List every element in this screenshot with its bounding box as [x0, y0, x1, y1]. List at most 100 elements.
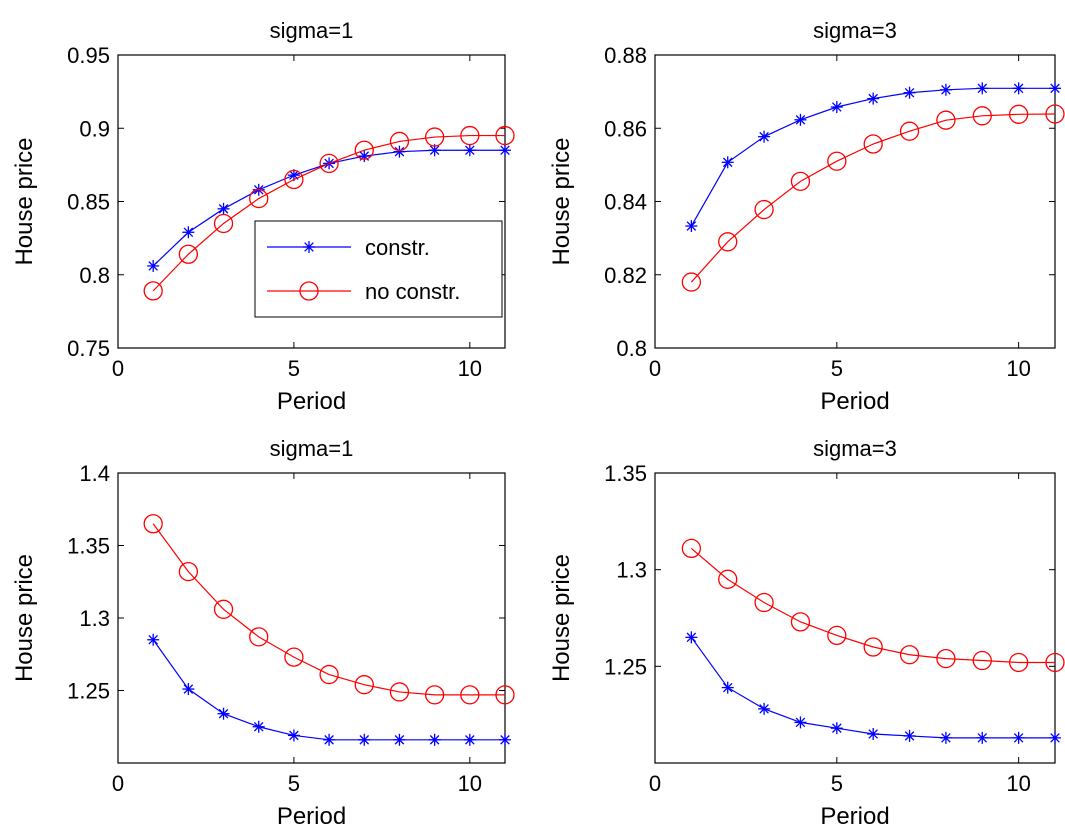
- y-tick-label: 0.95: [67, 43, 110, 68]
- asterisk-marker: [358, 733, 371, 746]
- circle-marker: [754, 592, 774, 613]
- y-tick-label: 1.35: [67, 534, 110, 559]
- y-tick-label: 0.86: [604, 116, 647, 141]
- asterisk-marker: [758, 702, 771, 715]
- asterisk-marker: [303, 241, 315, 253]
- y-axis-label: House price: [548, 554, 575, 682]
- series-constr: [685, 82, 1061, 233]
- asterisk-marker: [1049, 82, 1061, 95]
- circle-marker: [213, 213, 234, 234]
- y-tick-label: 0.8: [616, 336, 647, 361]
- asterisk-marker: [830, 722, 843, 735]
- circle-marker: [354, 675, 374, 695]
- circle-marker: [754, 199, 774, 220]
- circle-marker: [389, 682, 410, 702]
- asterisk-marker: [867, 92, 880, 105]
- circle-marker: [284, 647, 304, 667]
- legend-label: no constr.: [365, 279, 460, 304]
- x-tick-label: 5: [831, 356, 843, 381]
- series-line: [152, 523, 505, 696]
- circle-marker: [249, 188, 269, 209]
- y-tick-label: 0.82: [604, 263, 647, 288]
- legend-box: [254, 220, 503, 318]
- asterisk-marker: [147, 633, 160, 646]
- x-tick-label: 5: [831, 771, 843, 796]
- x-tick-label: 10: [1006, 356, 1030, 381]
- asterisk-marker: [830, 101, 843, 114]
- x-axis-label: Period: [820, 388, 889, 415]
- y-tick-label: 1.25: [604, 654, 647, 679]
- series-line: [690, 113, 1056, 283]
- y-tick-label: 0.84: [604, 190, 647, 215]
- asterisk-marker: [1049, 731, 1061, 744]
- x-tick-label: 5: [288, 356, 300, 381]
- asterisk-marker: [252, 720, 265, 733]
- x-tick-label: 10: [458, 356, 482, 381]
- circle-marker: [718, 569, 738, 589]
- circle-marker: [681, 272, 702, 292]
- asterisk-marker: [499, 144, 511, 157]
- asterisk-marker: [1012, 731, 1025, 744]
- subplot-2: sigma=3 0 5 10 0.8 0.82 0.84 0.86 0.88 Period Hous…: [548, 18, 1065, 415]
- y-axis-label: House price: [11, 554, 38, 682]
- circle-marker: [863, 134, 883, 154]
- asterisk-marker: [758, 130, 771, 143]
- series-constr: [147, 633, 511, 746]
- circle-marker: [143, 514, 163, 534]
- asterisk-marker: [182, 226, 195, 239]
- circle-marker: [972, 106, 992, 126]
- asterisk-marker: [217, 202, 230, 215]
- asterisk-marker: [685, 220, 698, 233]
- circle-marker: [495, 685, 515, 705]
- asterisk-marker: [428, 733, 441, 746]
- asterisk-marker: [463, 144, 476, 157]
- y-tick-label: 1.3: [616, 558, 647, 583]
- circle-marker: [863, 637, 883, 657]
- x-tick-label: 10: [1006, 771, 1030, 796]
- subplot-title: sigma=1: [270, 18, 354, 43]
- circle-marker: [681, 538, 702, 559]
- axes-box: [654, 472, 1056, 764]
- circle-marker: [319, 153, 339, 174]
- asterisk-marker: [794, 113, 807, 126]
- asterisk-marker: [393, 733, 406, 746]
- subplot-title: sigma=3: [813, 18, 897, 43]
- x-tick-label: 0: [649, 771, 661, 796]
- circle-marker: [299, 281, 319, 301]
- circle-marker: [495, 125, 515, 146]
- y-tick-label: 0.9: [79, 116, 110, 141]
- series-no-constr: [143, 125, 515, 301]
- circle-marker: [1008, 652, 1029, 673]
- y-tick-label: 1.3: [79, 606, 110, 631]
- circle-marker: [899, 121, 920, 141]
- y-tick-label: 1.25: [67, 679, 110, 704]
- circle-marker: [213, 599, 234, 619]
- asterisk-marker: [217, 707, 230, 720]
- y-tick-label: 1.35: [604, 461, 647, 486]
- series-no-constr: [681, 538, 1065, 673]
- asterisk-marker: [903, 86, 916, 99]
- subplot-title: sigma=1: [270, 436, 354, 461]
- asterisk-marker: [976, 82, 989, 95]
- asterisk-marker: [721, 681, 734, 694]
- asterisk-marker: [287, 729, 300, 742]
- asterisk-marker: [685, 631, 698, 644]
- circle-marker: [424, 127, 445, 147]
- circle-marker: [718, 232, 738, 252]
- legend-label: constr.: [365, 235, 430, 260]
- asterisk-marker: [976, 731, 989, 744]
- series-line: [152, 134, 505, 292]
- asterisk-marker: [393, 145, 406, 158]
- x-tick-label: 0: [649, 356, 661, 381]
- circle-marker: [790, 612, 811, 632]
- circle-marker: [354, 140, 374, 160]
- asterisk-marker: [147, 259, 160, 272]
- asterisk-marker: [463, 733, 476, 746]
- asterisk-marker: [323, 733, 336, 746]
- circle-marker: [178, 561, 199, 582]
- series-no-constr: [143, 514, 515, 705]
- asterisk-marker: [794, 716, 807, 729]
- subplot-4: sigma=3 0 5 10 1.25 1.3 1.35 Period House price: [548, 436, 1065, 830]
- y-tick-label: 1.4: [79, 461, 110, 486]
